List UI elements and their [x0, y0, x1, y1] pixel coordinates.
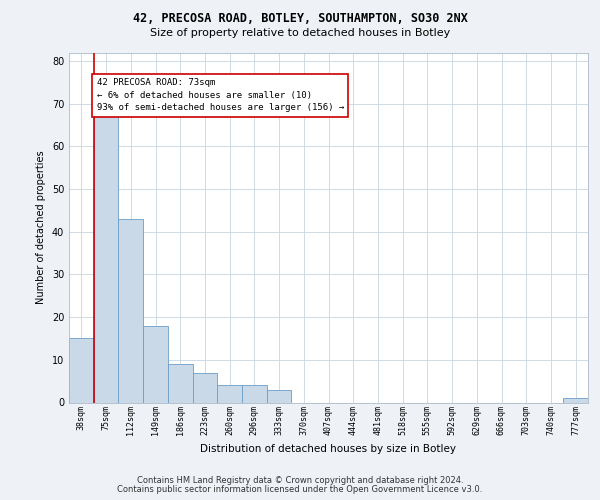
Bar [217, 386, 242, 402]
Text: Contains HM Land Registry data © Crown copyright and database right 2024.: Contains HM Land Registry data © Crown c… [137, 476, 463, 485]
Bar [193, 372, 217, 402]
Bar [143, 326, 168, 402]
Bar [168, 364, 193, 403]
Bar [69, 338, 94, 402]
Bar [94, 112, 118, 403]
Bar [118, 219, 143, 402]
Bar [242, 386, 267, 402]
Bar [267, 390, 292, 402]
Y-axis label: Number of detached properties: Number of detached properties [36, 150, 46, 304]
Text: Size of property relative to detached houses in Botley: Size of property relative to detached ho… [150, 28, 450, 38]
Text: 42 PRECOSA ROAD: 73sqm
← 6% of detached houses are smaller (10)
93% of semi-deta: 42 PRECOSA ROAD: 73sqm ← 6% of detached … [97, 78, 344, 112]
Text: Contains public sector information licensed under the Open Government Licence v3: Contains public sector information licen… [118, 484, 482, 494]
X-axis label: Distribution of detached houses by size in Botley: Distribution of detached houses by size … [200, 444, 457, 454]
Text: 42, PRECOSA ROAD, BOTLEY, SOUTHAMPTON, SO30 2NX: 42, PRECOSA ROAD, BOTLEY, SOUTHAMPTON, S… [133, 12, 467, 26]
Bar [563, 398, 588, 402]
